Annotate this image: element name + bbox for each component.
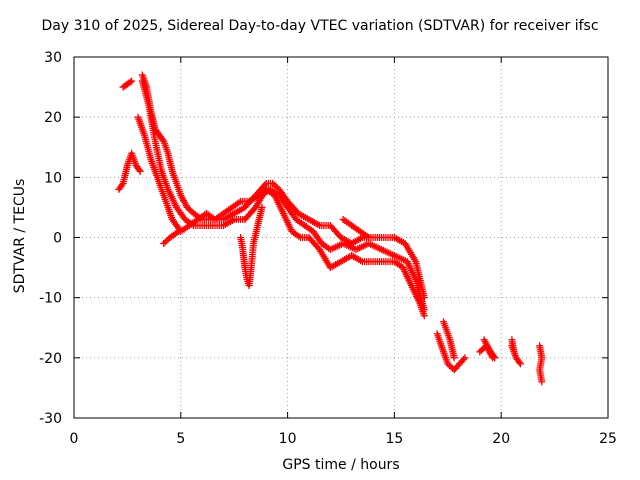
y-tick-label: 20 [44,110,62,126]
data-point [161,238,169,246]
data-point [118,181,126,189]
data-point [365,234,373,241]
data-point [261,181,269,189]
y-tick-label: -10 [39,291,62,307]
data-point [269,179,277,187]
x-tick-label: 5 [176,431,185,447]
data-point [272,182,280,190]
y-tick-label: -30 [39,411,62,427]
data-point [185,205,193,213]
y-tick-label: -20 [39,351,62,367]
x-tick-label: 20 [492,431,510,447]
data-point [163,237,171,245]
x-tick-label: 25 [599,431,617,447]
data-point [258,203,266,211]
data-point [420,312,428,320]
data-point [490,352,498,360]
data-point [135,166,143,174]
data-point [444,360,452,368]
data-point [183,203,191,211]
data-point [516,360,524,368]
data-point [477,346,485,354]
data-point [186,206,194,214]
data-point [159,136,167,144]
chart-title: Day 310 of 2025, Sidereal Day-to-day VTE… [41,18,599,34]
data-point [445,361,453,369]
x-tick-label: 10 [279,431,297,447]
data-point [175,227,183,235]
y-tick-label: 30 [44,50,62,66]
data-point [420,306,428,314]
data-point [461,354,469,362]
x-tick-label: 0 [70,431,79,447]
data-point [476,348,484,356]
data-point [126,78,134,86]
data-point [450,354,458,362]
y-axis-label: SDTVAR / TECUs [12,178,28,294]
y-tick-label: 10 [44,170,62,186]
data-point [136,167,144,175]
data-point [128,77,136,85]
data-point [491,354,499,362]
data-point [510,348,518,356]
x-tick-label: 15 [385,431,403,447]
data-point [460,355,468,363]
data-point [447,363,455,371]
axis-ticks: 0 5 10 15 20 25 -30 -20 -10 0 10 20 30 [39,50,617,447]
data-point [270,181,278,189]
data-point [515,358,523,366]
data-point [538,378,546,386]
data-point [160,240,168,248]
data-points [115,71,546,386]
x-axis-label: GPS time / hours [282,457,400,473]
y-tick-label: 0 [53,231,62,247]
